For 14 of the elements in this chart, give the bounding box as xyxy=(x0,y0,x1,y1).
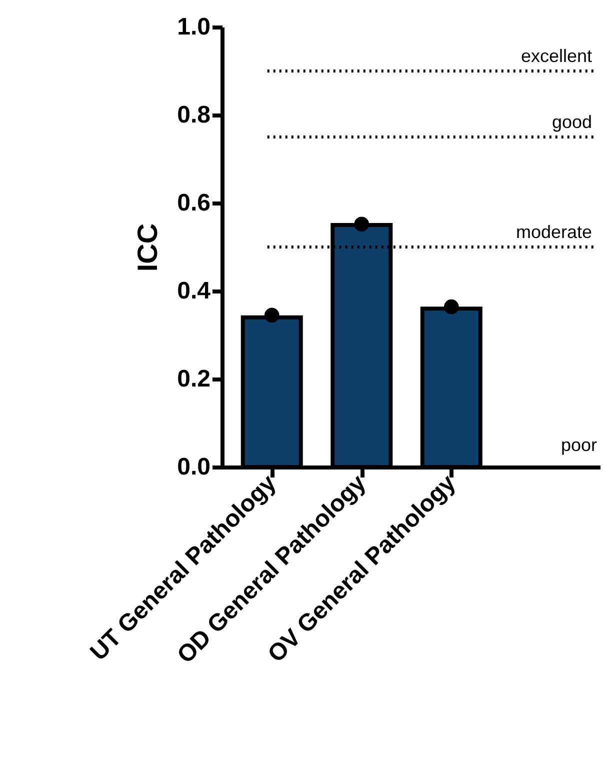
point xyxy=(264,308,280,323)
text: poor xyxy=(560,435,597,455)
ref-line-label: moderate xyxy=(516,222,592,242)
ref-line-label: good xyxy=(552,112,592,132)
y-tick-label: 1.0 xyxy=(177,14,210,40)
ref-line-label: excellent xyxy=(520,46,592,66)
y-tick-label: 0.0 xyxy=(177,454,210,480)
point xyxy=(444,299,459,314)
y-tick-label: 0.4 xyxy=(177,278,212,304)
point xyxy=(354,216,370,232)
y-tick-label: 0.6 xyxy=(177,190,210,216)
y-tick-label: 0.8 xyxy=(177,102,210,128)
y-tick-label: 0.2 xyxy=(177,366,210,392)
y-axis-title: ICC xyxy=(132,223,164,272)
